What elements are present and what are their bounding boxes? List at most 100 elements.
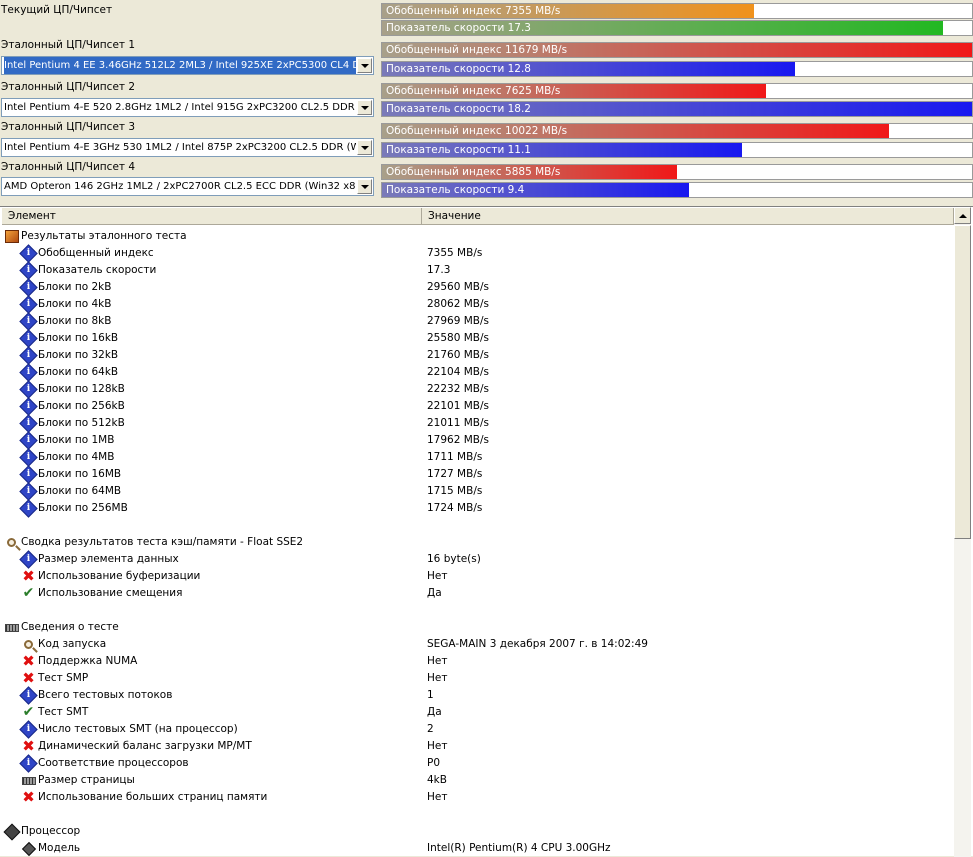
dropdown-arrow-icon[interactable] (357, 179, 372, 194)
list-item-label: Блоки по 8kB (38, 315, 112, 327)
list-item-label: Использование буферизации (38, 570, 201, 582)
list-item-value: 29560 MB/s (427, 281, 490, 293)
list-item[interactable]: ✔ Тест SMT (2, 704, 422, 721)
list-item-value: P0 (427, 757, 441, 769)
list-item[interactable]: i Соответствие процессоров (2, 754, 422, 773)
info-icon: i (19, 312, 38, 331)
column-header-element[interactable]: Элемент (2, 208, 422, 225)
list-item-label: Соответствие процессоров (38, 757, 189, 769)
info-icon: i (19, 278, 38, 297)
column-header-value[interactable]: Значение (422, 208, 954, 225)
list-item-label: Блоки по 128kB (38, 383, 125, 395)
results-list: Элемент Значение Результаты эталонного т… (0, 206, 973, 857)
list-item[interactable]: i Обобщенный индекс (2, 244, 422, 263)
info-icon: i (19, 686, 38, 705)
list-item[interactable]: i Всего тестовых потоков (2, 686, 422, 705)
list-item[interactable]: Модель (2, 840, 422, 857)
list-header: Элемент Значение (2, 208, 954, 225)
list-item-value: 27969 MB/s (427, 315, 490, 327)
info-icon: i (19, 431, 38, 450)
bar-fill (382, 165, 677, 179)
reference-cpu-select-1[interactable]: Intel Pentium 4 EE 3.46GHz 512L2 2ML3 / … (1, 56, 374, 75)
list-item-label: Размер элемента данных (38, 553, 179, 565)
bar-label: Показатель скорости 9.4 (386, 184, 525, 196)
cross-icon: ✖ (22, 788, 35, 806)
info-icon: i (19, 499, 38, 518)
dropdown-arrow-icon[interactable] (357, 140, 372, 155)
info-icon: i (19, 414, 38, 433)
list-group-header[interactable]: Процессор (2, 823, 422, 840)
list-item[interactable]: i Показатель скорости (2, 261, 422, 280)
list-item[interactable]: i Блоки по 8kB (2, 312, 422, 331)
scroll-up-button[interactable] (954, 207, 971, 224)
info-icon: i (19, 465, 38, 484)
scroll-thumb[interactable] (954, 225, 971, 539)
list-group-header[interactable]: Сводка результатов теста кэш/памяти - Fl… (2, 534, 422, 551)
list-item[interactable]: i Блоки по 16kB (2, 329, 422, 348)
list-item-value: 22104 MB/s (427, 366, 490, 378)
reference-cpu-select-3[interactable]: Intel Pentium 4-E 3GHz 530 1ML2 / Intel … (1, 138, 374, 157)
list-item-label: Результаты эталонного теста (21, 230, 187, 242)
list-item-label: Сводка результатов теста кэш/памяти - Fl… (21, 536, 304, 548)
list-item-label: Использование смещения (38, 587, 183, 599)
list-item[interactable]: i Блоки по 128kB (2, 380, 422, 399)
bar-fill (382, 62, 795, 76)
bar-label: Показатель скорости 12.8 (386, 63, 531, 75)
current-cpu-label: Текущий ЦП/Чипсет (1, 4, 113, 16)
dropdown-arrow-icon[interactable] (357, 58, 372, 73)
list-item[interactable]: ✖ Тест SMP (2, 670, 422, 687)
list-item-value: 21011 MB/s (427, 417, 490, 429)
bar-fill (382, 102, 972, 116)
list-item[interactable]: i Блоки по 4kB (2, 295, 422, 314)
list-item[interactable]: i Число тестовых SMT (на процессор) (2, 720, 422, 739)
reference-cpu-select-value: Intel Pentium 4-E 3GHz 530 1ML2 / Intel … (4, 142, 356, 153)
list-item-label: Модель (38, 842, 81, 854)
bar-label: Показатель скорости 17.3 (386, 22, 531, 34)
list-item[interactable]: Код запуска (2, 636, 422, 653)
list-item[interactable]: i Блоки по 4MB (2, 448, 422, 467)
speed-score-bar: Показатель скорости 9.4 (381, 182, 973, 198)
list-item-value: Нет (427, 672, 448, 684)
reference-cpu-select-4[interactable]: AMD Opteron 146 2GHz 1ML2 / 2xPC2700R CL… (1, 177, 374, 196)
cross-icon: ✖ (22, 737, 35, 755)
combined-index-bar: Обобщенный индекс 11679 MB/s (381, 42, 973, 58)
list-item[interactable]: i Блоки по 16MB (2, 465, 422, 484)
memory-icon (21, 773, 36, 788)
info-icon: i (19, 720, 38, 739)
check-icon: ✔ (22, 704, 35, 720)
list-item-value: 1724 MB/s (427, 502, 483, 514)
list-item[interactable]: i Размер элемента данных (2, 550, 422, 569)
list-item[interactable]: i Блоки по 512kB (2, 414, 422, 433)
bar-fill (382, 21, 943, 35)
reference-cpu-select-value: AMD Opteron 146 2GHz 1ML2 / 2xPC2700R CL… (4, 181, 356, 192)
list-group-header[interactable]: Результаты эталонного теста (2, 228, 422, 245)
list-item-value: Да (427, 706, 442, 718)
list-item[interactable]: i Блоки по 2kB (2, 278, 422, 297)
list-item[interactable]: i Блоки по 256MB (2, 499, 422, 518)
list-item-label: Блоки по 2kB (38, 281, 112, 293)
list-item[interactable]: ✖ Поддержка NUMA (2, 653, 422, 670)
list-item[interactable]: i Блоки по 32kB (2, 346, 422, 365)
vertical-scrollbar[interactable] (954, 207, 971, 857)
list-item[interactable]: ✖ Использование буферизации (2, 568, 422, 585)
list-item-value: 1711 MB/s (427, 451, 483, 463)
list-item-label: Блоки по 256MB (38, 502, 128, 514)
list-item[interactable]: ✖ Использование больших страниц памяти (2, 789, 422, 806)
list-item[interactable]: ✖ Динамический баланс загрузки MP/MT (2, 738, 422, 755)
list-item-label: Блоки по 1MB (38, 434, 115, 446)
list-item-label: Тест SMP (38, 672, 89, 684)
list-item[interactable]: i Блоки по 64MB (2, 482, 422, 501)
list-item[interactable]: ✔ Использование смещения (2, 585, 422, 602)
speed-score-bar: Показатель скорости 11.1 (381, 142, 973, 158)
list-item[interactable]: Размер страницы (2, 772, 422, 789)
cpu-icon (3, 823, 20, 840)
list-item-value: SEGA-MAIN 3 декабря 2007 г. в 14:02:49 (427, 638, 648, 650)
list-item-value: 17962 MB/s (427, 434, 490, 446)
dropdown-arrow-icon[interactable] (357, 100, 372, 115)
reference-cpu-select-2[interactable]: Intel Pentium 4-E 520 2.8GHz 1ML2 / Inte… (1, 98, 374, 117)
list-group-header[interactable]: Сведения о тесте (2, 619, 422, 636)
list-item[interactable]: i Блоки по 1MB (2, 431, 422, 450)
list-item[interactable]: i Блоки по 64kB (2, 363, 422, 382)
list-item[interactable]: i Блоки по 256kB (2, 397, 422, 416)
list-item-label: Динамический баланс загрузки MP/MT (38, 740, 252, 752)
